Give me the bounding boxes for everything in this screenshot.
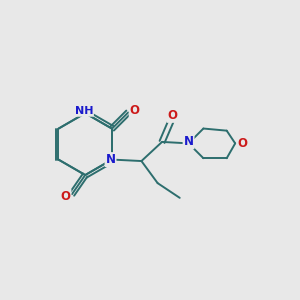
- Text: NH: NH: [74, 106, 93, 116]
- Text: N: N: [184, 135, 194, 148]
- Text: O: O: [61, 190, 70, 203]
- Text: N: N: [106, 153, 116, 166]
- Text: O: O: [130, 104, 140, 118]
- Text: O: O: [238, 137, 248, 150]
- Text: O: O: [167, 109, 177, 122]
